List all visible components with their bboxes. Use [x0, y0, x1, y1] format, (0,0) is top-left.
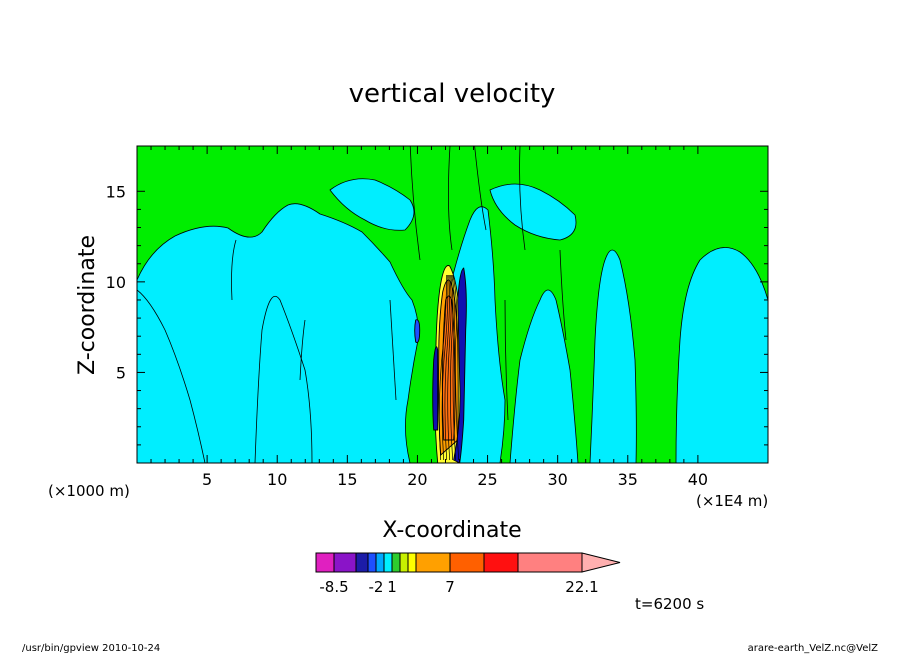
contour-line [519, 146, 526, 251]
x-tick-label: 35 [618, 470, 638, 489]
core-contour-line [451, 274, 457, 461]
colorbar [315, 552, 621, 573]
colorbar-tick-label: -8.5 [319, 578, 348, 596]
colorbar-arrow [581, 552, 621, 573]
contour-line [559, 249, 567, 341]
colorbar-swatch [315, 552, 335, 573]
y-axis-label: Z-coordinate [75, 235, 100, 375]
colorbar-swatch [399, 552, 409, 573]
contour-line [231, 239, 237, 301]
colorbar-swatch [355, 552, 369, 573]
x-unit-label: (×1E4 m) [696, 492, 768, 510]
colorbar-swatch [367, 552, 377, 573]
y-tick-label: 10 [106, 273, 126, 292]
colorbar-swatch [517, 552, 583, 573]
updraft-contour [432, 346, 439, 431]
x-tick-label: 5 [202, 470, 212, 489]
negative-region [675, 247, 768, 463]
colorbar-swatch [333, 552, 357, 573]
core-contour-line [438, 274, 448, 461]
y-axis: 5 10 15 [106, 182, 768, 446]
time-annotation: t=6200 s [635, 595, 704, 613]
contour-line [448, 146, 453, 251]
footer-left: /usr/bin/gpview 2010-10-24 [22, 643, 160, 654]
colorbar-tick-label: 22.1 [565, 578, 598, 596]
contour-field [137, 146, 768, 463]
colorbar-swatch [449, 552, 485, 573]
x-tick-label: 30 [547, 470, 567, 489]
core-contour-line [452, 274, 460, 461]
updraft-contour [414, 319, 421, 343]
colorbar-swatch [407, 552, 417, 573]
core-contour-line [447, 274, 452, 461]
y-tick-label: 15 [106, 182, 126, 201]
plot-area [137, 146, 768, 463]
updraft-contour [453, 267, 467, 463]
negative-region [489, 183, 577, 241]
y-unit-label: (×1000 m) [48, 482, 130, 500]
contour-line [299, 319, 306, 381]
x-tick-label: 20 [407, 470, 427, 489]
negative-region [137, 289, 206, 463]
contour-line [504, 299, 509, 421]
x-tick-label: 40 [688, 470, 708, 489]
colorbar-tick-label: 7 [445, 578, 455, 596]
x-axis: 5 10 15 20 25 30 35 40 [150, 146, 708, 489]
footer-right: arare-earth_VelZ.nc@VelZ [748, 643, 879, 654]
chart-title: vertical velocity [349, 79, 556, 109]
negative-region [589, 249, 637, 463]
colorbar-swatch [391, 552, 401, 573]
colorbar-swatch [415, 552, 451, 573]
x-tick-label: 10 [267, 470, 287, 489]
negative-region [254, 295, 313, 463]
core-contour-line [450, 274, 454, 461]
plot-frame [136, 145, 769, 464]
contour-line [474, 146, 487, 231]
colorbar-tick-label: 1 [387, 578, 397, 596]
colorbar-swatch [383, 552, 393, 573]
colorbar-swatch [375, 552, 385, 573]
contour-line [409, 146, 421, 261]
negative-region [329, 178, 415, 231]
contour-line [389, 299, 397, 401]
core-contour-line [444, 274, 450, 461]
core-contour-line [441, 274, 449, 461]
y-tick-label: 5 [116, 363, 126, 382]
colorbar-tick-labels: -8.5 -2 1 7 22.1 [319, 578, 598, 596]
x-tick-label: 15 [337, 470, 357, 489]
colorbar-swatch [483, 552, 519, 573]
negative-region [509, 289, 579, 463]
colorbar-tick-label: -2 [369, 578, 384, 596]
x-tick-label: 25 [477, 470, 497, 489]
x-axis-label: X-coordinate [382, 518, 521, 543]
